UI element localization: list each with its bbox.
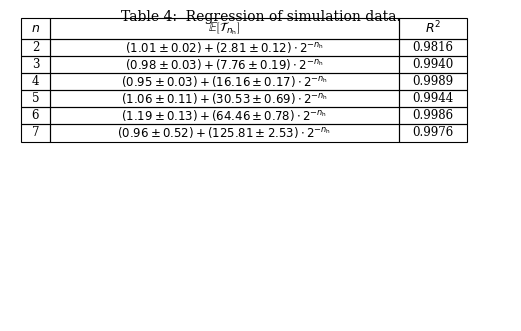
Bar xyxy=(399,107,467,124)
Text: Table 4:  Regression of simulation data.: Table 4: Regression of simulation data. xyxy=(121,10,400,24)
Bar xyxy=(50,39,399,56)
Bar xyxy=(21,124,50,142)
Text: 3: 3 xyxy=(32,58,39,71)
Text: 0.9976: 0.9976 xyxy=(412,126,453,139)
Bar xyxy=(21,107,50,124)
Text: $n$: $n$ xyxy=(31,22,40,35)
Bar xyxy=(399,124,467,142)
Text: 0.9816: 0.9816 xyxy=(412,41,453,54)
Text: $(0.96 \pm 0.52) + (125.81 \pm 2.53) \cdot 2^{-n_\mathrm{h}}$: $(0.96 \pm 0.52) + (125.81 \pm 2.53) \cd… xyxy=(117,125,331,140)
Bar xyxy=(21,56,50,73)
Bar xyxy=(50,18,399,39)
Text: $(0.98 \pm 0.03) + (7.76 \pm 0.19) \cdot 2^{-n_\mathrm{h}}$: $(0.98 \pm 0.03) + (7.76 \pm 0.19) \cdot… xyxy=(125,57,324,72)
Bar xyxy=(399,56,467,73)
Text: 0.9989: 0.9989 xyxy=(412,75,453,88)
Bar xyxy=(50,124,399,142)
Text: $(1.06 \pm 0.11) + (30.53 \pm 0.69) \cdot 2^{-n_\mathrm{h}}$: $(1.06 \pm 0.11) + (30.53 \pm 0.69) \cdo… xyxy=(121,91,328,106)
Text: $R^2$: $R^2$ xyxy=(425,20,441,37)
Text: $(0.95 \pm 0.03) + (16.16 \pm 0.17) \cdot 2^{-n_\mathrm{h}}$: $(0.95 \pm 0.03) + (16.16 \pm 0.17) \cdo… xyxy=(121,74,328,89)
Bar xyxy=(399,39,467,56)
Bar xyxy=(399,73,467,90)
Text: 6: 6 xyxy=(32,109,39,122)
Text: 0.9944: 0.9944 xyxy=(412,92,453,105)
Text: 5: 5 xyxy=(32,92,39,105)
Text: 0.9986: 0.9986 xyxy=(412,109,453,122)
Text: 7: 7 xyxy=(32,126,39,139)
Text: 0.9940: 0.9940 xyxy=(412,58,453,71)
Bar xyxy=(21,18,50,39)
Bar xyxy=(399,18,467,39)
Text: $(1.01 \pm 0.02) + (2.81 \pm 0.12) \cdot 2^{-n_\mathrm{h}}$: $(1.01 \pm 0.02) + (2.81 \pm 0.12) \cdot… xyxy=(125,40,324,55)
Bar xyxy=(50,56,399,73)
Text: 2: 2 xyxy=(32,41,39,54)
Bar xyxy=(21,90,50,107)
Bar xyxy=(399,90,467,107)
Text: 4: 4 xyxy=(32,75,39,88)
Text: $\mathbb{E}\left[\mathcal{T}_{n_{\mathrm{h}}}\right]$: $\mathbb{E}\left[\mathcal{T}_{n_{\mathrm… xyxy=(208,20,240,37)
Bar xyxy=(21,73,50,90)
Bar xyxy=(21,39,50,56)
Bar xyxy=(50,90,399,107)
Text: $(1.19 \pm 0.13) + (64.46 \pm 0.78) \cdot 2^{-n_\mathrm{h}}$: $(1.19 \pm 0.13) + (64.46 \pm 0.78) \cdo… xyxy=(121,108,327,123)
Bar xyxy=(50,73,399,90)
Bar xyxy=(50,107,399,124)
